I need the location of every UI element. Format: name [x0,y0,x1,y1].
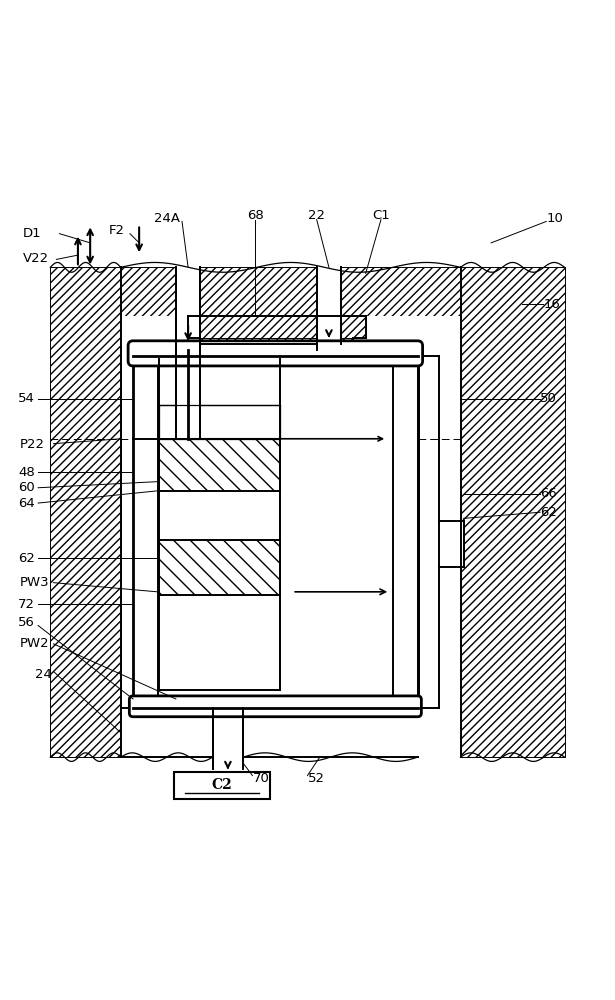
Text: 56: 56 [18,616,35,629]
Text: 22: 22 [308,209,325,222]
Bar [133,356,157,708]
Text: C1: C1 [372,209,390,222]
Text: PW2: PW2 [20,637,49,650]
Bar [393,356,418,708]
Bar [200,338,354,347]
Text: 10: 10 [546,212,563,225]
Bar [317,267,341,344]
Bar [188,316,366,338]
Text: 24A: 24A [154,212,180,225]
Text: P22: P22 [20,438,45,451]
Bar [213,708,242,766]
Text: 68: 68 [247,209,264,222]
Text: 62: 62 [18,552,35,565]
Bar [157,345,393,359]
Text: 64: 64 [18,497,35,510]
Bar [176,267,200,350]
Text: 24: 24 [35,668,52,681]
Text: PW3: PW3 [20,576,49,589]
Bar [439,521,464,567]
Text: 70: 70 [252,772,269,785]
Text: F2: F2 [108,224,124,237]
Bar [159,439,280,491]
FancyBboxPatch shape [129,696,421,717]
Text: 66: 66 [540,487,557,500]
FancyBboxPatch shape [174,772,269,799]
Bar [121,708,213,757]
Bar [317,267,341,338]
Text: 62: 62 [540,506,557,519]
Text: 16: 16 [543,298,560,311]
Text: 60: 60 [18,481,35,494]
Bar [50,267,121,757]
Bar [159,405,280,439]
Text: 54: 54 [18,392,35,405]
Bar [461,267,565,757]
FancyBboxPatch shape [128,341,423,366]
Bar [213,708,243,769]
Bar [317,267,341,338]
Text: C2: C2 [212,778,232,792]
Bar [159,491,280,540]
Text: 72: 72 [18,598,35,611]
Bar [177,267,200,439]
Bar [366,316,461,347]
Bar [157,359,393,702]
Text: 52: 52 [308,772,325,785]
Bar [121,316,188,347]
Bar [159,595,280,690]
Text: 48: 48 [18,466,35,479]
Bar [243,708,418,757]
Bar [418,356,439,708]
Text: D1: D1 [23,227,41,240]
Bar [176,267,200,350]
Bar [121,267,461,316]
Text: V22: V22 [23,252,49,265]
Text: 50: 50 [540,392,557,405]
Bar [159,540,280,595]
